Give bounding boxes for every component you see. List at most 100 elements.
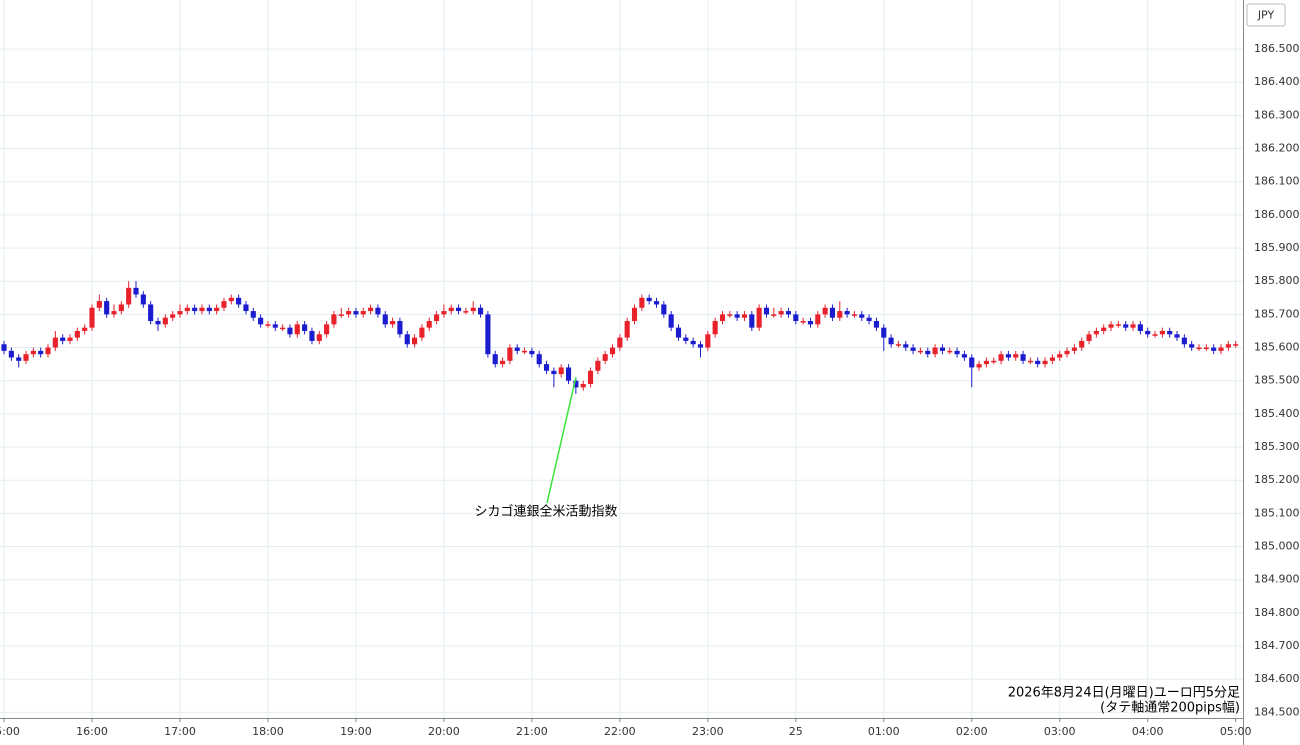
candles bbox=[1, 281, 1239, 394]
candle-body bbox=[741, 314, 748, 318]
y-tick-label: 186.300 bbox=[1254, 108, 1300, 121]
candle-body bbox=[1013, 354, 1019, 358]
candle-body bbox=[609, 347, 616, 355]
x-tick-label: 02:00 bbox=[956, 725, 988, 738]
candle-body bbox=[822, 307, 828, 315]
candle-body bbox=[1152, 334, 1158, 336]
y-tick-label: 185.000 bbox=[1254, 540, 1300, 553]
x-tick-label: 25 bbox=[789, 725, 803, 738]
candle-body bbox=[280, 327, 286, 330]
candle-body bbox=[89, 307, 95, 328]
candle-body bbox=[499, 360, 506, 365]
candle-body bbox=[771, 314, 777, 316]
candle-body bbox=[382, 314, 388, 325]
candle-body bbox=[697, 344, 704, 348]
candle-body bbox=[1108, 324, 1114, 328]
candle-body bbox=[976, 364, 982, 368]
candle-body bbox=[96, 301, 102, 308]
x-tick-label: 05:00 bbox=[1220, 725, 1252, 738]
y-tick-label: 186.200 bbox=[1254, 142, 1300, 155]
x-tick-label: 17:00 bbox=[164, 725, 196, 738]
candle-body bbox=[148, 304, 154, 322]
candle-body bbox=[8, 350, 14, 358]
candle-body bbox=[1079, 340, 1085, 348]
candle-body bbox=[536, 354, 542, 365]
candle-body bbox=[727, 314, 733, 316]
annotation-line bbox=[546, 377, 577, 504]
x-tick-label: 01:00 bbox=[868, 725, 900, 738]
candle-body bbox=[624, 321, 630, 338]
candle-body bbox=[683, 337, 689, 341]
candle-body bbox=[1189, 344, 1195, 348]
candle-body bbox=[16, 357, 22, 361]
candle-body bbox=[668, 314, 674, 328]
candle-body bbox=[1020, 354, 1026, 361]
candle-body bbox=[243, 304, 249, 312]
candle-body bbox=[1196, 347, 1202, 350]
candle-body bbox=[45, 347, 51, 355]
candle-body bbox=[558, 367, 564, 375]
candle-body bbox=[184, 307, 190, 312]
candle-body bbox=[800, 321, 806, 323]
y-tick-label: 186.500 bbox=[1254, 42, 1300, 55]
x-tick-label: 15:00 bbox=[0, 725, 20, 738]
grid bbox=[0, 0, 1243, 718]
candle-body bbox=[1064, 350, 1070, 355]
candle-body bbox=[785, 311, 792, 315]
candle-body bbox=[844, 311, 850, 315]
y-tick-label: 185.900 bbox=[1254, 241, 1300, 254]
candle-body bbox=[991, 360, 997, 363]
candle-body bbox=[470, 307, 476, 312]
x-tick-label: 18:00 bbox=[252, 725, 284, 738]
candle-body bbox=[712, 321, 718, 335]
candle-body bbox=[236, 297, 242, 305]
candle-body bbox=[719, 314, 726, 322]
candle-body bbox=[60, 337, 66, 341]
candle-body bbox=[661, 304, 667, 315]
candle-body bbox=[126, 287, 132, 305]
candle-body bbox=[412, 337, 418, 345]
candle-body bbox=[895, 344, 902, 346]
candle-body bbox=[529, 350, 535, 355]
candle-body bbox=[162, 317, 168, 325]
candle-body bbox=[947, 350, 953, 353]
currency-box bbox=[1246, 3, 1286, 27]
y-tick-label: 185.600 bbox=[1254, 341, 1300, 354]
candle-body bbox=[228, 297, 234, 302]
candle-body bbox=[272, 324, 278, 328]
y-tick-label: 185.200 bbox=[1254, 473, 1300, 486]
candle-body bbox=[1167, 330, 1173, 335]
candle-body bbox=[837, 311, 843, 318]
candle-body bbox=[1115, 324, 1121, 326]
candle-body bbox=[705, 334, 711, 348]
candle-body bbox=[793, 314, 799, 322]
candle-body bbox=[30, 350, 36, 355]
candle-body bbox=[580, 384, 586, 388]
x-tick-label: 20:00 bbox=[428, 725, 460, 738]
candle-body bbox=[646, 297, 652, 302]
y-tick-label: 184.900 bbox=[1254, 573, 1300, 586]
candle-body bbox=[507, 347, 513, 361]
candle-body bbox=[1071, 347, 1077, 351]
candle-body bbox=[565, 367, 572, 381]
candle-body bbox=[155, 321, 161, 325]
candle-body bbox=[302, 324, 308, 331]
candle-body bbox=[543, 364, 550, 371]
candle-body bbox=[133, 287, 139, 295]
candle-body bbox=[778, 311, 784, 315]
candle-body bbox=[1159, 330, 1165, 335]
candle-body bbox=[903, 344, 909, 348]
candle-body bbox=[419, 327, 425, 338]
candle-body bbox=[639, 297, 645, 308]
x-tick-label: 23:00 bbox=[692, 725, 724, 738]
candle-body bbox=[434, 314, 440, 322]
annotation: シカゴ連銀全米活動指数 bbox=[474, 504, 617, 520]
candle-body bbox=[983, 360, 989, 365]
candle-body bbox=[1181, 337, 1187, 345]
candle-body bbox=[477, 307, 484, 315]
candle-body bbox=[82, 327, 88, 331]
y-tick-label: 184.600 bbox=[1254, 672, 1300, 685]
y-tick-label: 185.700 bbox=[1254, 307, 1300, 320]
candle-body bbox=[873, 321, 880, 328]
